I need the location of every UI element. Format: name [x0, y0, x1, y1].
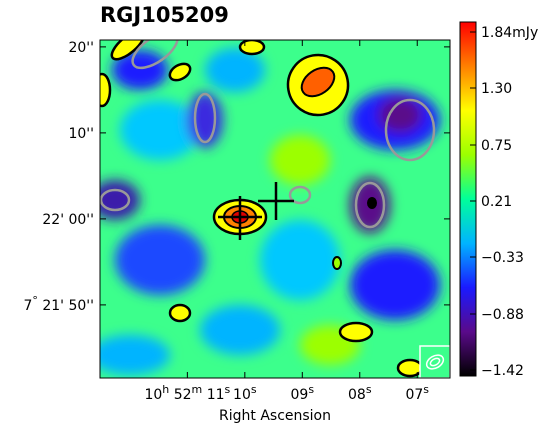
- y-tick-label: 10'': [68, 126, 94, 142]
- y-tick-label: 20'': [68, 40, 94, 56]
- colorbar-tick-label: 0.21: [481, 194, 512, 210]
- x-tick-label: 09s: [291, 383, 315, 404]
- chart-title: RGJ105209: [100, 3, 229, 27]
- colorbar-tick-label: 0.75: [481, 138, 512, 154]
- colorbar-tick-label: −0.88: [481, 307, 524, 323]
- colorbar-tick-label: 1.84mJy: [481, 25, 538, 41]
- x-tick-label: 10h 52m 11s: [144, 383, 230, 404]
- colorbar-tick-label: 1.30: [481, 81, 512, 97]
- y-tick-label: 22' 00'': [42, 212, 94, 228]
- x-tick-label: 07s: [405, 383, 429, 404]
- x-axis-label: Right Ascension: [219, 408, 331, 424]
- y-tick-label: 7° 21' 50'': [24, 293, 95, 314]
- colorbar-tick-label: −1.42: [481, 363, 524, 379]
- x-tick-label: 08s: [348, 383, 372, 404]
- x-tick-label: 10s: [233, 383, 257, 404]
- plot-frame: [99, 39, 451, 379]
- colorbar-tick-label: −0.33: [481, 250, 524, 266]
- colorbar: [459, 21, 477, 377]
- map-image: [100, 40, 450, 378]
